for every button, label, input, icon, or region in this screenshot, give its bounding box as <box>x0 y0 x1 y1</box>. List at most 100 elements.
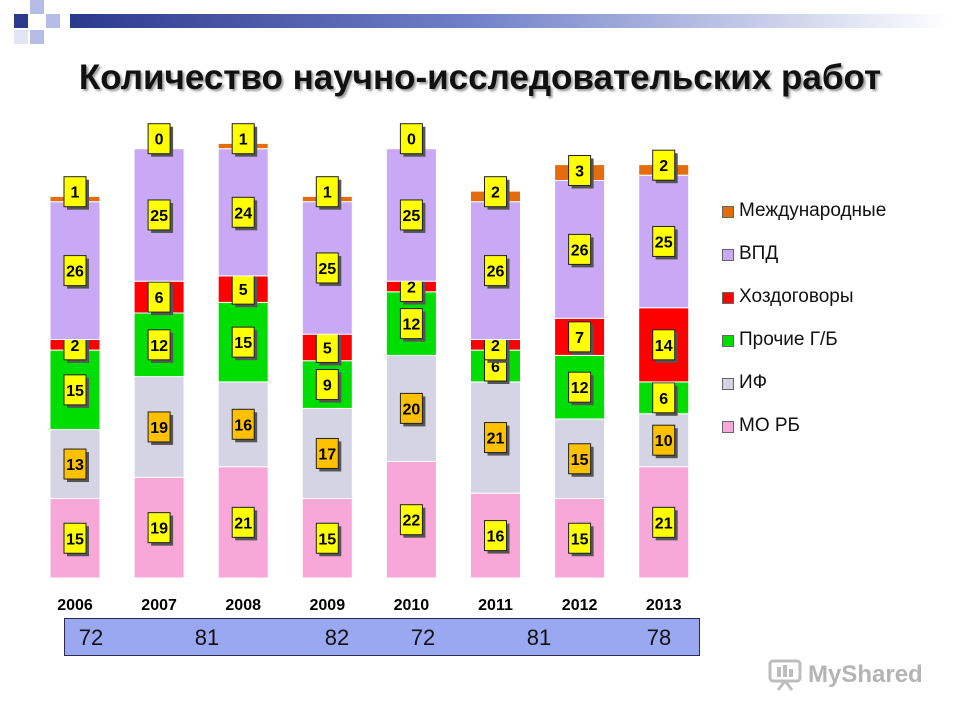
data-label: 25 <box>655 234 673 251</box>
data-label-box <box>63 448 87 480</box>
data-label-box <box>315 369 339 401</box>
data-label: 5 <box>323 340 332 357</box>
data-label: 1 <box>71 185 80 202</box>
data-label-box <box>315 437 339 469</box>
data-label: 9 <box>323 378 332 395</box>
watermark-text: MyShared <box>808 661 923 688</box>
data-label-box <box>147 512 171 544</box>
decor-square <box>46 14 60 28</box>
data-label: 15 <box>571 452 589 469</box>
data-label: 6 <box>155 290 164 307</box>
presentation-icon <box>768 659 802 691</box>
data-label: 15 <box>66 383 84 400</box>
data-label-box <box>568 155 592 186</box>
data-label-box <box>231 408 255 440</box>
data-label: 15 <box>318 531 336 548</box>
data-label-box <box>147 199 171 231</box>
decor-square <box>14 14 28 28</box>
data-label-box <box>147 123 171 155</box>
data-label: 25 <box>150 208 168 225</box>
data-label: 12 <box>403 317 421 334</box>
total-value: 81 <box>526 625 552 650</box>
page-title: Количество научно-исследовательских рабо… <box>78 58 882 97</box>
data-label-box <box>399 392 423 424</box>
data-label-box <box>147 329 171 361</box>
data-label-box <box>652 149 676 181</box>
data-label-box <box>568 321 592 353</box>
data-label-box <box>231 506 255 538</box>
data-label-box <box>652 506 676 538</box>
header-gradient-bar <box>70 14 950 28</box>
x-tick-label: 2009 <box>310 597 346 614</box>
x-tick-label: 2010 <box>394 597 430 614</box>
totals-row: 72 81 82 72 81 78 <box>64 618 700 656</box>
data-label: 15 <box>571 531 589 548</box>
x-tick-label: 2011 <box>478 597 513 614</box>
data-label-box <box>484 422 507 454</box>
legend-swatch <box>722 249 734 261</box>
watermark: MyShared <box>768 655 923 695</box>
data-label: 14 <box>655 338 673 355</box>
data-label: 6 <box>659 391 668 408</box>
legend-swatch <box>722 378 734 390</box>
total-value: 72 <box>78 625 104 650</box>
data-label-box <box>568 443 592 475</box>
data-label: 1 <box>239 132 248 149</box>
legend-label: ВПД <box>739 243 779 264</box>
data-label: 21 <box>234 515 252 532</box>
decor-square <box>30 0 44 14</box>
data-label-box <box>231 326 255 358</box>
data-label: 12 <box>571 380 589 397</box>
data-label: 2 <box>659 158 668 175</box>
total-value: 72 <box>410 625 436 650</box>
data-label-box <box>568 233 592 265</box>
data-label: 16 <box>487 529 505 546</box>
total-value: 81 <box>194 625 220 650</box>
data-label: 22 <box>403 513 421 530</box>
data-label-box <box>63 255 87 287</box>
data-label-box <box>315 522 339 554</box>
data-label-box <box>652 225 676 257</box>
data-label: 26 <box>571 242 589 259</box>
legend-swatch <box>722 421 734 433</box>
data-label-box <box>315 252 339 284</box>
data-label-box <box>315 176 339 208</box>
data-label: 0 <box>407 132 416 149</box>
data-label: 21 <box>655 515 673 532</box>
data-label: 25 <box>318 261 336 278</box>
x-tick-label: 2008 <box>225 597 261 614</box>
legend-label: Хоздоговоры <box>739 286 854 307</box>
data-label: 17 <box>318 446 336 463</box>
legend-swatch <box>722 206 734 218</box>
data-label: 15 <box>66 531 84 548</box>
total-value: 82 <box>324 625 350 650</box>
data-label-box <box>484 520 507 552</box>
data-label: 19 <box>150 521 168 538</box>
legend-label: ИФ <box>739 372 768 393</box>
data-label-box <box>399 308 423 340</box>
data-label: 7 <box>575 330 584 347</box>
legend-swatch <box>722 292 734 304</box>
data-label: 16 <box>234 417 252 434</box>
data-label: 3 <box>575 164 584 181</box>
data-label: 24 <box>234 205 252 222</box>
data-label: 21 <box>487 431 505 448</box>
data-label: 10 <box>655 433 673 450</box>
data-label-box <box>147 281 171 313</box>
decor-square <box>14 30 28 44</box>
data-label: 0 <box>155 132 164 149</box>
data-label-box <box>484 176 507 208</box>
data-label: 26 <box>66 264 84 281</box>
x-tick-label: 2007 <box>141 597 177 614</box>
data-label: 12 <box>150 338 168 355</box>
data-label: 2 <box>407 280 416 297</box>
data-label-box <box>568 371 592 403</box>
data-label-box <box>231 196 255 228</box>
bar-segment <box>470 381 521 494</box>
data-label: 1 <box>323 185 332 202</box>
legend-label: Прочие Г/Б <box>739 329 838 350</box>
data-label-box <box>231 123 255 155</box>
data-label-box <box>399 199 423 231</box>
data-label: 26 <box>487 264 505 281</box>
data-label: 25 <box>403 208 421 225</box>
